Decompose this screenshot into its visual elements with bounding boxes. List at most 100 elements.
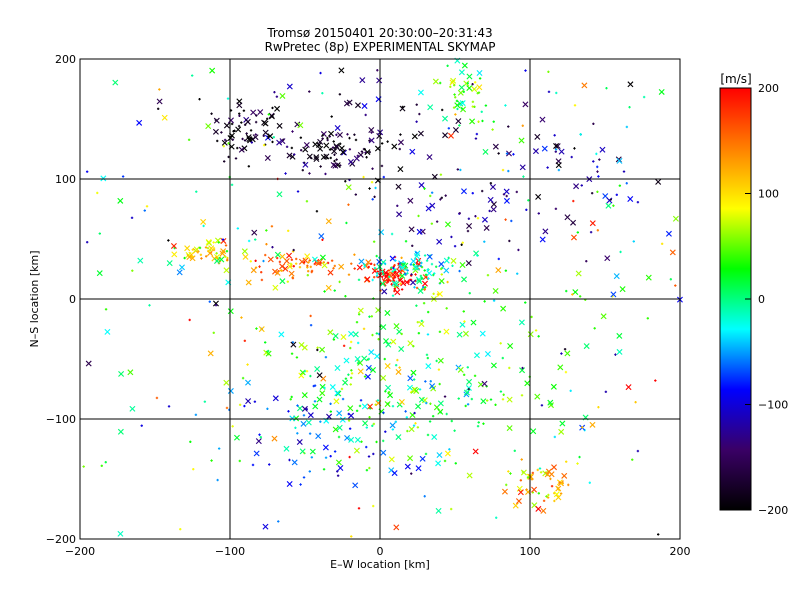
data-point-x bbox=[547, 399, 554, 406]
data-point-plus bbox=[306, 274, 310, 277]
data-point-plus bbox=[537, 212, 540, 215]
data-point-x bbox=[118, 370, 125, 377]
data-point-x bbox=[395, 183, 402, 190]
data-point-x bbox=[264, 154, 271, 161]
data-point-x bbox=[466, 472, 473, 479]
data-point-plus bbox=[258, 265, 261, 268]
data-point-plus bbox=[362, 327, 366, 330]
data-point-plus bbox=[329, 410, 333, 413]
data-point-plus bbox=[245, 132, 248, 135]
data-point-plus bbox=[571, 293, 574, 296]
data-point-plus bbox=[368, 139, 371, 142]
data-point-plus bbox=[471, 82, 474, 86]
data-point-x bbox=[490, 206, 497, 213]
data-point-plus bbox=[206, 246, 210, 250]
data-point-plus bbox=[308, 90, 311, 93]
data-point-x bbox=[362, 420, 369, 427]
data-point-x bbox=[348, 330, 355, 337]
data-point-plus bbox=[473, 374, 477, 377]
data-point-plus bbox=[501, 168, 505, 172]
data-point-x bbox=[418, 396, 425, 403]
data-point-x bbox=[539, 236, 546, 243]
data-point-plus bbox=[473, 81, 477, 84]
data-point-plus bbox=[545, 495, 548, 498]
data-point-x bbox=[448, 132, 454, 139]
data-point-plus bbox=[426, 310, 430, 314]
data-point-plus bbox=[391, 405, 395, 408]
data-point-plus bbox=[505, 152, 509, 155]
data-point-plus bbox=[238, 459, 241, 463]
data-point-plus bbox=[563, 347, 567, 351]
data-point-plus bbox=[359, 399, 363, 402]
data-point-x bbox=[316, 396, 323, 403]
data-point-plus bbox=[296, 190, 300, 193]
data-point-plus bbox=[425, 353, 429, 357]
data-point-plus bbox=[589, 231, 593, 234]
data-point-plus bbox=[400, 256, 403, 260]
data-point-x bbox=[278, 331, 285, 338]
data-point-x bbox=[312, 403, 319, 410]
data-point-plus bbox=[426, 333, 430, 336]
data-point-plus bbox=[419, 274, 423, 278]
data-point-plus bbox=[398, 366, 401, 369]
data-point-plus bbox=[291, 250, 295, 253]
data-point-x bbox=[627, 81, 634, 88]
data-point-x bbox=[337, 465, 344, 472]
data-point-plus bbox=[427, 277, 430, 280]
data-point-plus bbox=[483, 300, 486, 303]
data-point-x bbox=[398, 399, 405, 405]
data-point-plus bbox=[400, 288, 404, 291]
data-point-x bbox=[358, 258, 365, 265]
data-point-plus bbox=[455, 99, 459, 103]
data-point-plus bbox=[227, 142, 230, 145]
data-point-plus bbox=[312, 384, 315, 388]
data-point-plus bbox=[570, 155, 573, 159]
data-point-x bbox=[627, 196, 634, 203]
data-point-x bbox=[161, 114, 168, 121]
data-point-plus bbox=[271, 245, 274, 249]
data-point-plus bbox=[504, 269, 508, 272]
data-point-plus bbox=[145, 205, 149, 208]
data-point-x bbox=[219, 250, 226, 257]
data-point-plus bbox=[569, 389, 572, 393]
data-point-plus bbox=[131, 269, 134, 272]
data-point-plus bbox=[305, 200, 309, 203]
data-point-plus bbox=[210, 112, 213, 115]
data-point-x bbox=[522, 101, 529, 108]
data-point-plus bbox=[246, 363, 249, 366]
data-point-x bbox=[330, 162, 337, 168]
data-point-x bbox=[391, 470, 398, 477]
data-point-x bbox=[245, 134, 252, 141]
data-point-plus bbox=[225, 249, 229, 253]
data-point-plus bbox=[508, 239, 511, 243]
data-point-plus bbox=[367, 455, 371, 458]
data-point-x bbox=[357, 307, 364, 314]
data-point-x bbox=[490, 362, 497, 369]
data-point-x bbox=[156, 98, 163, 105]
data-point-plus bbox=[430, 222, 434, 225]
data-point-plus bbox=[321, 137, 324, 140]
data-point-plus bbox=[203, 400, 207, 403]
data-point-plus bbox=[337, 435, 341, 439]
data-point-plus bbox=[375, 274, 379, 277]
data-point-plus bbox=[554, 207, 558, 210]
data-point-plus bbox=[370, 315, 374, 318]
data-point-plus bbox=[578, 455, 581, 459]
data-point-plus bbox=[322, 468, 326, 471]
data-point-x bbox=[364, 149, 371, 156]
data-point-x bbox=[353, 447, 360, 454]
data-point-plus bbox=[242, 109, 246, 112]
data-point-x bbox=[213, 117, 220, 124]
data-point-x bbox=[419, 455, 426, 462]
y-tick-label: −100 bbox=[46, 413, 76, 426]
data-point-plus bbox=[390, 232, 394, 236]
data-point-plus bbox=[439, 267, 443, 271]
data-point-plus bbox=[288, 458, 291, 462]
data-point-x bbox=[398, 346, 405, 352]
data-point-plus bbox=[598, 158, 601, 161]
data-point-plus bbox=[404, 410, 407, 413]
data-point-plus bbox=[190, 74, 194, 77]
data-point-plus bbox=[349, 346, 352, 350]
data-point-plus bbox=[292, 265, 295, 268]
data-point-x bbox=[415, 276, 422, 283]
